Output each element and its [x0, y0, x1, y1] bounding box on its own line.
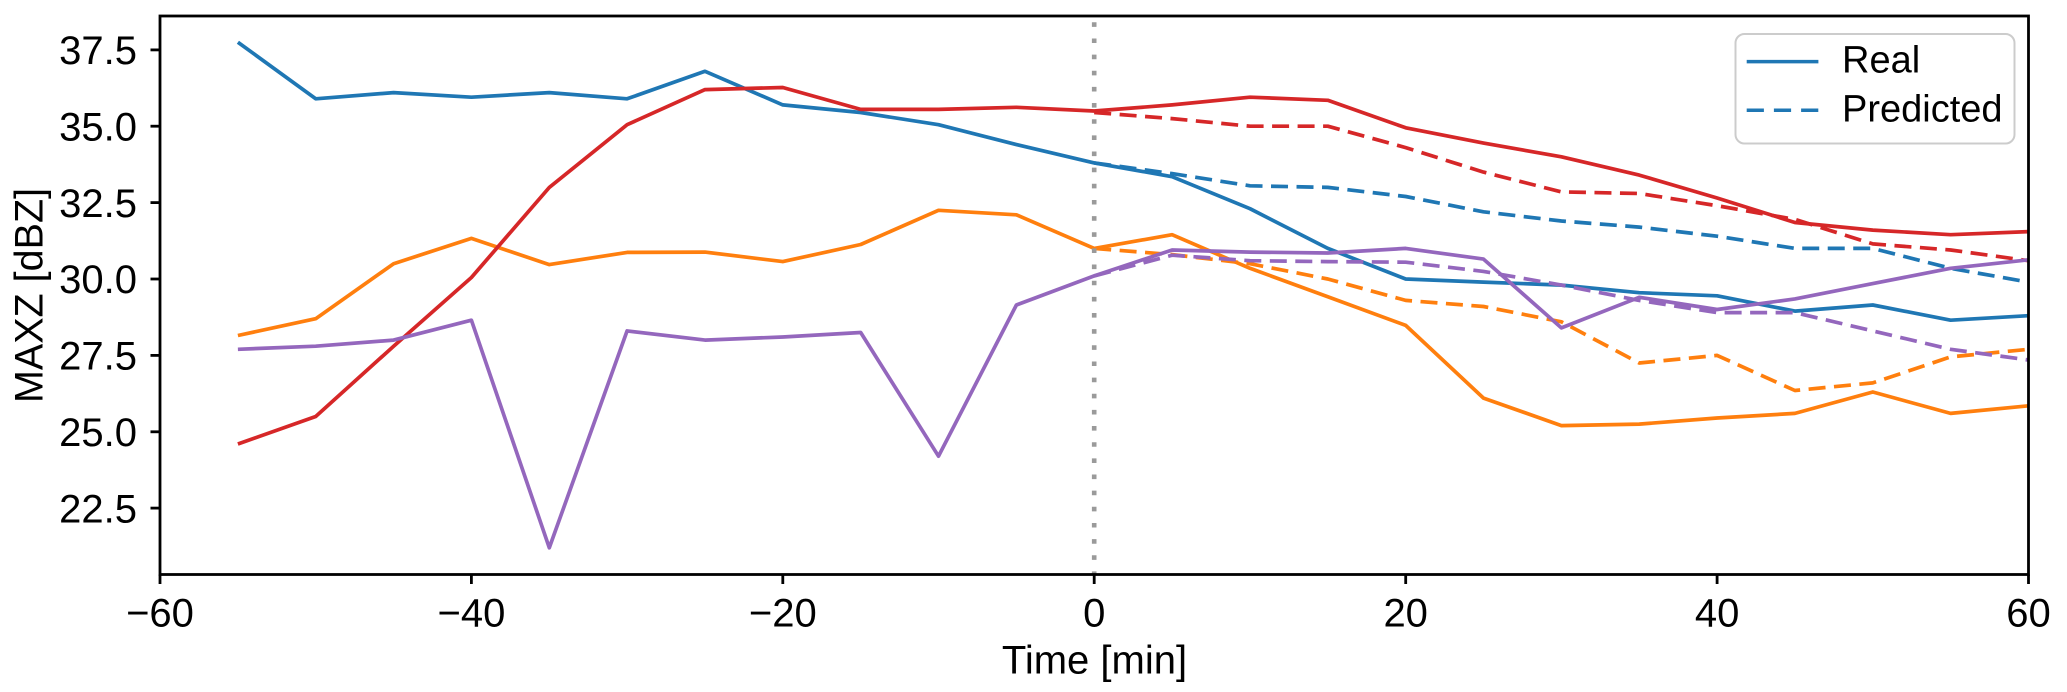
- svg-text:35.0: 35.0: [59, 105, 137, 149]
- svg-text:0: 0: [1083, 592, 1105, 636]
- svg-text:37.5: 37.5: [59, 29, 137, 73]
- svg-text:30.0: 30.0: [59, 258, 137, 302]
- svg-text:20: 20: [1383, 592, 1428, 636]
- svg-text:−40: −40: [437, 592, 505, 636]
- svg-text:−60: −60: [126, 592, 194, 636]
- svg-text:MAXZ [dBZ]: MAXZ [dBZ]: [8, 188, 52, 403]
- svg-text:Real: Real: [1842, 40, 1920, 82]
- svg-text:27.5: 27.5: [59, 335, 137, 379]
- svg-text:22.5: 22.5: [59, 487, 137, 531]
- svg-text:Predicted: Predicted: [1842, 89, 2003, 131]
- svg-text:60: 60: [2006, 592, 2051, 636]
- svg-text:25.0: 25.0: [59, 411, 137, 455]
- svg-text:−20: −20: [749, 592, 817, 636]
- svg-text:40: 40: [1695, 592, 1740, 636]
- svg-text:32.5: 32.5: [59, 182, 137, 226]
- svg-text:Time [min]: Time [min]: [1002, 638, 1187, 682]
